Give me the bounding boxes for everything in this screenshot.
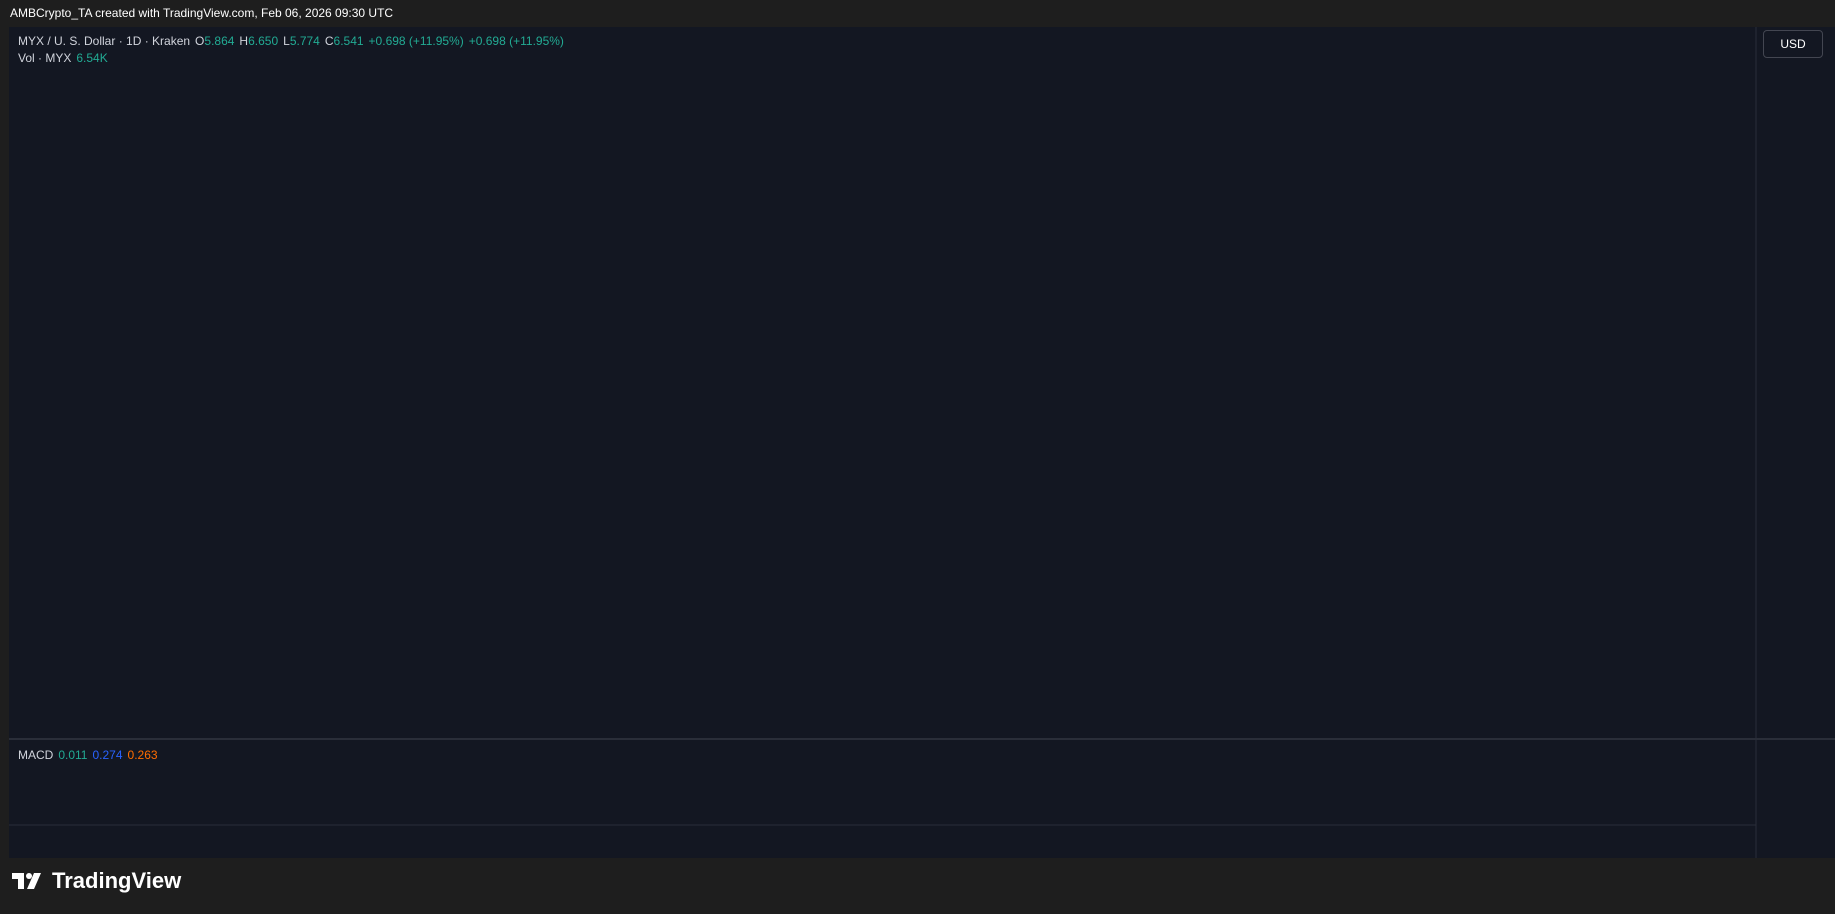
ohlc-high: H6.650 (239, 34, 278, 48)
ohlc-close: C6.541 (325, 34, 364, 48)
macd-legend: MACD 0.011 0.274 0.263 (18, 748, 158, 762)
ohlc-key: C (324, 34, 334, 48)
ohlc-value: 6.650 (248, 34, 279, 48)
ohlc-value: 5.774 (289, 34, 320, 48)
volume-label: Vol · MYX (18, 51, 72, 65)
currency-button[interactable]: USD (1763, 30, 1823, 58)
signal-value: 0.263 (127, 748, 158, 762)
symbol: MYX / U. S. Dollar · 1D · Kraken (18, 34, 191, 48)
volume-value: 6.54K (76, 51, 108, 65)
volume-legend: Vol · MYX 6.54K (18, 51, 108, 65)
ohlc-low: L5.774 (283, 34, 320, 48)
hist-value: 0.011 (58, 748, 88, 762)
logo-icon (12, 873, 41, 889)
header-bar (0, 0, 1835, 27)
ohlc-legend: MYX / U. S. Dollar · 1D · Kraken O5.864 … (18, 34, 564, 48)
change: +0.698 (+11.95%) (468, 34, 564, 48)
macd-label: MACD (18, 748, 54, 762)
logo: TradingView (12, 868, 181, 894)
ohlc-key: H (239, 34, 249, 48)
macd-value: 0.274 (92, 748, 123, 762)
ohlc-key: L (283, 34, 290, 48)
chart-panel (9, 27, 1835, 858)
ohlc-value: 5.864 (204, 34, 235, 48)
ohlc-open: O5.864 (195, 34, 234, 48)
logo-text: TradingView (52, 868, 182, 893)
change: +0.698 (+11.95%) (368, 34, 464, 48)
ohlc-value: 6.541 (333, 34, 364, 48)
ohlc-key: O (195, 34, 205, 48)
header-text: AMBCrypto_TA created with TradingView.co… (10, 6, 393, 20)
